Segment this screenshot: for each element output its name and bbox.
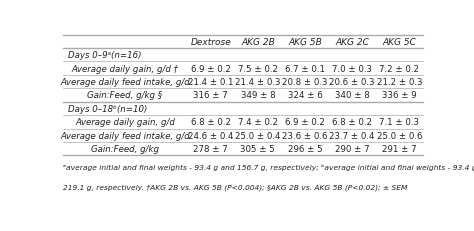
Text: 25.0 ± 0.6: 25.0 ± 0.6 bbox=[377, 131, 422, 140]
Text: 21.4 ± 0.3: 21.4 ± 0.3 bbox=[235, 78, 281, 87]
Text: 7.4 ± 0.2: 7.4 ± 0.2 bbox=[238, 118, 278, 127]
Text: 340 ± 8: 340 ± 8 bbox=[335, 91, 370, 100]
Text: Dextrose: Dextrose bbox=[191, 38, 231, 47]
Text: AKG 5B: AKG 5B bbox=[288, 38, 322, 47]
Text: 23.7 ± 0.4: 23.7 ± 0.4 bbox=[329, 131, 375, 140]
Text: 24.6 ± 0.4: 24.6 ± 0.4 bbox=[188, 131, 234, 140]
Text: 20.8 ± 0.3: 20.8 ± 0.3 bbox=[283, 78, 328, 87]
Text: 6.8 ± 0.2: 6.8 ± 0.2 bbox=[191, 118, 231, 127]
Text: 7.2 ± 0.2: 7.2 ± 0.2 bbox=[379, 64, 419, 73]
Text: AKG 2C: AKG 2C bbox=[335, 38, 369, 47]
Text: AKG 2B: AKG 2B bbox=[241, 38, 275, 47]
Text: 336 ± 9: 336 ± 9 bbox=[382, 91, 417, 100]
Text: 6.8 ± 0.2: 6.8 ± 0.2 bbox=[332, 118, 372, 127]
Text: 6.7 ± 0.1: 6.7 ± 0.1 bbox=[285, 64, 325, 73]
Text: 305 ± 5: 305 ± 5 bbox=[240, 145, 275, 154]
Text: Gain:Feed, g/kg §: Gain:Feed, g/kg § bbox=[88, 91, 163, 100]
Text: 7.5 ± 0.2: 7.5 ± 0.2 bbox=[238, 64, 278, 73]
Text: 296 ± 5: 296 ± 5 bbox=[288, 145, 322, 154]
Text: 6.9 ± 0.2: 6.9 ± 0.2 bbox=[285, 118, 325, 127]
Text: Days 0–18ᵇ(n=10): Days 0–18ᵇ(n=10) bbox=[68, 104, 148, 113]
Text: 316 ± 7: 316 ± 7 bbox=[193, 91, 228, 100]
Text: 278 ± 7: 278 ± 7 bbox=[193, 145, 228, 154]
Text: 7.1 ± 0.3: 7.1 ± 0.3 bbox=[379, 118, 419, 127]
Text: 290 ± 7: 290 ± 7 bbox=[335, 145, 370, 154]
Text: Days 0–9ᵃ(n=16): Days 0–9ᵃ(n=16) bbox=[68, 51, 142, 60]
Text: 21.2 ± 0.3: 21.2 ± 0.3 bbox=[377, 78, 422, 87]
Text: 21.4 ± 0.1: 21.4 ± 0.1 bbox=[188, 78, 234, 87]
Text: 349 ± 8: 349 ± 8 bbox=[240, 91, 275, 100]
Text: 25.0 ± 0.4: 25.0 ± 0.4 bbox=[235, 131, 281, 140]
Text: 7.0 ± 0.3: 7.0 ± 0.3 bbox=[332, 64, 372, 73]
Text: ᵃaverage initial and final weights - 93.4 g and 156.7 g, respectively; ᵇaverage : ᵃaverage initial and final weights - 93.… bbox=[63, 163, 474, 170]
Text: 23.6 ± 0.6: 23.6 ± 0.6 bbox=[283, 131, 328, 140]
Text: Gain:Feed, g/kg: Gain:Feed, g/kg bbox=[91, 145, 159, 154]
Text: 219.1 g, respectively. †AKG 2B vs. AKG 5B (P<0.004); §AKG 2B vs. AKG 5B (P<0.02): 219.1 g, respectively. †AKG 2B vs. AKG 5… bbox=[63, 183, 408, 190]
Text: Average daily gain, g/d: Average daily gain, g/d bbox=[75, 118, 175, 127]
Text: 6.9 ± 0.2: 6.9 ± 0.2 bbox=[191, 64, 231, 73]
Text: 324 ± 6: 324 ± 6 bbox=[288, 91, 322, 100]
Text: Average daily gain, g/d †: Average daily gain, g/d † bbox=[72, 64, 179, 73]
Text: AKG 5C: AKG 5C bbox=[383, 38, 416, 47]
Text: Average daily feed intake, g/d: Average daily feed intake, g/d bbox=[60, 131, 190, 140]
Text: 20.6 ± 0.3: 20.6 ± 0.3 bbox=[329, 78, 375, 87]
Text: 291 ± 7: 291 ± 7 bbox=[382, 145, 417, 154]
Text: Average daily feed intake, g/d: Average daily feed intake, g/d bbox=[60, 78, 190, 87]
